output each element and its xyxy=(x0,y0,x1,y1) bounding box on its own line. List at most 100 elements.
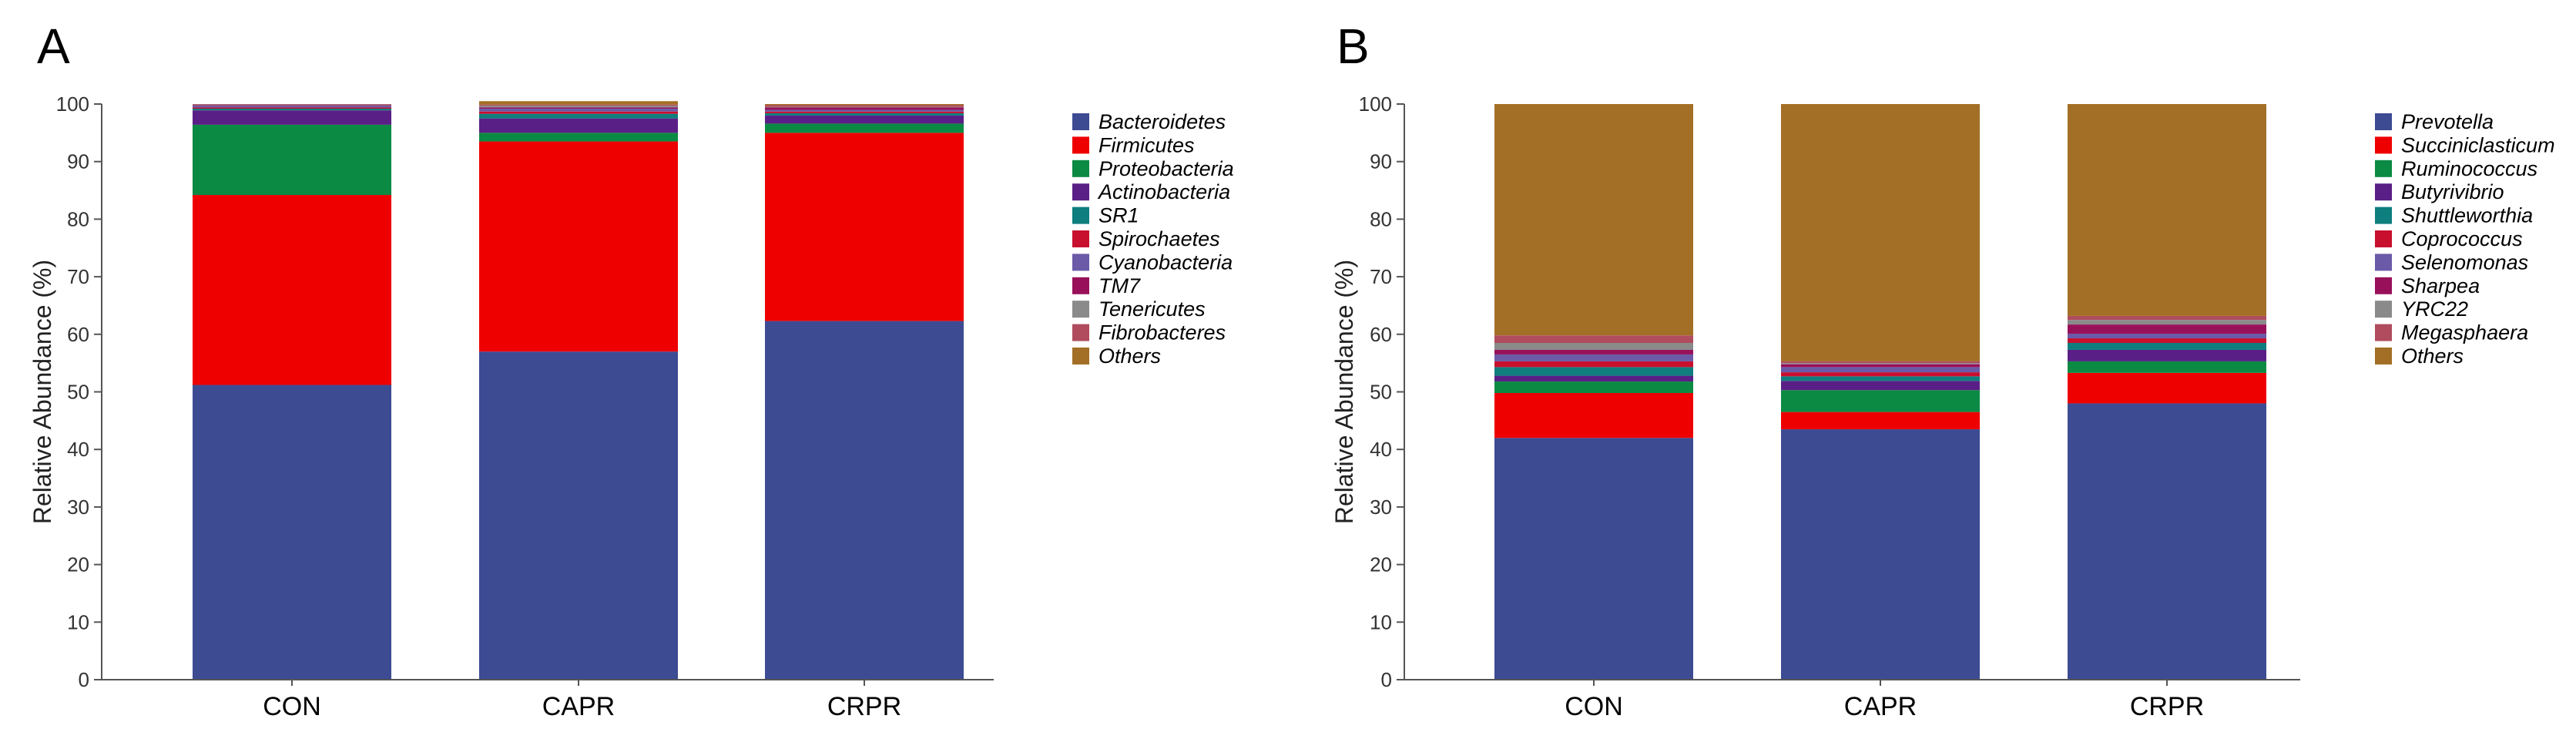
bar-segment-capr-tenericutes xyxy=(479,106,678,108)
chart-panel-b: B Relative Abundance (%) CON CAPR CRPR 0 10 20 3… xyxy=(1330,18,2555,721)
legend-swatch-spirochaetes xyxy=(1072,230,1089,247)
y-tick-label-10: 10 xyxy=(67,610,89,633)
bar-segment-crpr-ruminococcus xyxy=(2068,361,2266,373)
panel-label: B xyxy=(1337,18,1370,74)
y-tick-label-20: 20 xyxy=(1370,553,1392,576)
bar-segment-capr-megasphaera xyxy=(1781,361,1980,364)
bar-segment-capr-spirochaetes xyxy=(479,111,678,114)
y-tick-label-10: 10 xyxy=(1370,610,1392,633)
bar-segment-crpr-shuttleworthia xyxy=(2068,343,2266,350)
bar-segment-crpr-coprococcus xyxy=(2068,338,2266,344)
bar-segment-capr-firmicutes xyxy=(479,141,678,352)
legend-label-prevotella: Prevotella xyxy=(2401,110,2494,133)
legend-label-fibrobacteres: Fibrobacteres xyxy=(1098,321,1226,344)
bar-segment-con-proteobacteria xyxy=(193,124,391,196)
bar-segment-capr-sharpea xyxy=(1781,364,1980,368)
legend-swatch-bacteroidetes xyxy=(1072,113,1089,130)
bar-segment-con-butyrivibrio xyxy=(1494,375,1693,382)
bar-segment-con-succiniclasticum xyxy=(1494,392,1693,438)
bar-segment-con-tenericutes xyxy=(193,104,391,106)
y-axis-label: Relative Abundance (%) xyxy=(1330,260,1358,524)
bar-segment-capr-coprococcus xyxy=(1781,372,1980,377)
bar-segment-con-firmicutes xyxy=(193,195,391,385)
bar-segment-capr-others xyxy=(479,101,678,105)
bar-segment-crpr-megasphaera xyxy=(2068,315,2266,321)
legend-label-coprococcus: Coprococcus xyxy=(2401,227,2523,250)
y-tick-label-40: 40 xyxy=(1370,438,1392,461)
legend: PrevotellaSucciniclasticumRuminococcusBu… xyxy=(2375,110,2555,368)
y-tick-label-60: 60 xyxy=(1370,323,1392,346)
legend-label-selenomonas: Selenomonas xyxy=(2401,250,2528,274)
legend-swatch-fibrobacteres xyxy=(1072,324,1089,341)
bar-segment-capr-sr1 xyxy=(479,113,678,119)
y-tick-label-80: 80 xyxy=(67,207,89,230)
bar-segment-crpr-spirochaetes xyxy=(765,111,964,113)
y-tick-label-70: 70 xyxy=(67,265,89,288)
legend-label-proteobacteria: Proteobacteria xyxy=(1098,157,1234,180)
legend-label-yrc22: YRC22 xyxy=(2401,297,2468,321)
bar-segment-con-megasphaera xyxy=(1494,335,1693,344)
legend: BacteroidetesFirmicutesProteobacteriaAct… xyxy=(1072,110,1234,368)
legend-swatch-sr1 xyxy=(1072,207,1089,224)
x-tick-label-capr: CAPR xyxy=(542,692,615,721)
x-tick-label-crpr: CRPR xyxy=(2130,692,2204,721)
legend-label-others: Others xyxy=(2401,344,2464,368)
legend-label-ruminococcus: Ruminococcus xyxy=(2401,157,2537,180)
bar-segment-crpr-butyrivibrio xyxy=(2068,349,2266,361)
bar-segment-crpr-tenericutes xyxy=(765,106,964,108)
legend-swatch-yrc22 xyxy=(2375,301,2392,318)
y-tick-label-70: 70 xyxy=(1370,265,1392,288)
chart-panel-a: A Relative Abundance (%) CON CAPR CRPR 0 10 20 3… xyxy=(29,18,1234,721)
bar-segment-con-coprococcus xyxy=(1494,361,1693,368)
bar-segment-crpr-selenomonas xyxy=(2068,334,2266,339)
bar-segment-crpr-tm7 xyxy=(765,107,964,110)
bar-segment-capr-selenomonas xyxy=(1781,367,1980,373)
bar-segment-con-cyanobacteria xyxy=(193,106,391,108)
bar-segment-con-shuttleworthia xyxy=(1494,367,1693,376)
bar-segment-con-spirochaetes xyxy=(193,107,391,109)
bar-segment-capr-proteobacteria xyxy=(479,133,678,142)
legend-label-cyanobacteria: Cyanobacteria xyxy=(1098,250,1233,274)
bar-segment-crpr-succiniclasticum xyxy=(2068,372,2266,404)
y-tick-label-90: 90 xyxy=(1370,150,1392,173)
bar-segment-capr-cyanobacteria xyxy=(479,108,678,112)
x-tick-label-crpr: CRPR xyxy=(827,692,901,721)
bar-segment-crpr-sharpea xyxy=(2068,324,2266,334)
bar-segment-con-yrc22 xyxy=(1494,343,1693,350)
bar-segment-crpr-others xyxy=(2068,104,2266,316)
legend-swatch-coprococcus xyxy=(2375,230,2392,247)
y-tick-label-100: 100 xyxy=(56,92,89,116)
bar-segment-con-selenomonas xyxy=(1494,354,1693,361)
legend-swatch-selenomonas xyxy=(2375,254,2392,271)
bar-segment-capr-ruminococcus xyxy=(1781,390,1980,412)
legend-swatch-firmicutes xyxy=(1072,136,1089,154)
bar-segment-crpr-sr1 xyxy=(765,113,964,116)
bar-segment-con-prevotella xyxy=(1494,438,1693,680)
y-axis-label: Relative Abundance (%) xyxy=(29,260,56,524)
legend-label-megasphaera: Megasphaera xyxy=(2401,321,2528,344)
legend-swatch-others xyxy=(1072,348,1089,364)
bar-segment-crpr-firmicutes xyxy=(765,133,964,321)
legend-swatch-others xyxy=(2375,348,2392,364)
y-tick-label-0: 0 xyxy=(79,668,89,691)
legend-label-firmicutes: Firmicutes xyxy=(1098,133,1195,156)
bar-segment-con-ruminococcus xyxy=(1494,381,1693,393)
bar-segment-con-fibrobacteres xyxy=(193,104,391,105)
bar-segment-capr-succiniclasticum xyxy=(1781,412,1980,430)
legend-swatch-ruminococcus xyxy=(2375,160,2392,177)
bar-segment-con-others xyxy=(1494,104,1693,336)
legend-label-sr1: SR1 xyxy=(1098,204,1139,227)
x-tick-label-con: CON xyxy=(1565,692,1623,721)
legend-swatch-sharpea xyxy=(2375,277,2392,294)
bar-segment-capr-fibrobacteres xyxy=(479,104,678,106)
legend-swatch-cyanobacteria xyxy=(1072,254,1089,271)
panel-label: A xyxy=(37,18,70,74)
bar-segment-crpr-bacteroidetes xyxy=(765,321,964,680)
bar-segment-crpr-proteobacteria xyxy=(765,123,964,133)
legend-swatch-butyrivibrio xyxy=(2375,183,2392,201)
bar-segment-crpr-others xyxy=(765,104,964,106)
legend-swatch-proteobacteria xyxy=(1072,160,1089,177)
bar-segment-crpr-actinobacteria xyxy=(765,115,964,124)
bar-segment-con-actinobacteria xyxy=(193,110,391,125)
